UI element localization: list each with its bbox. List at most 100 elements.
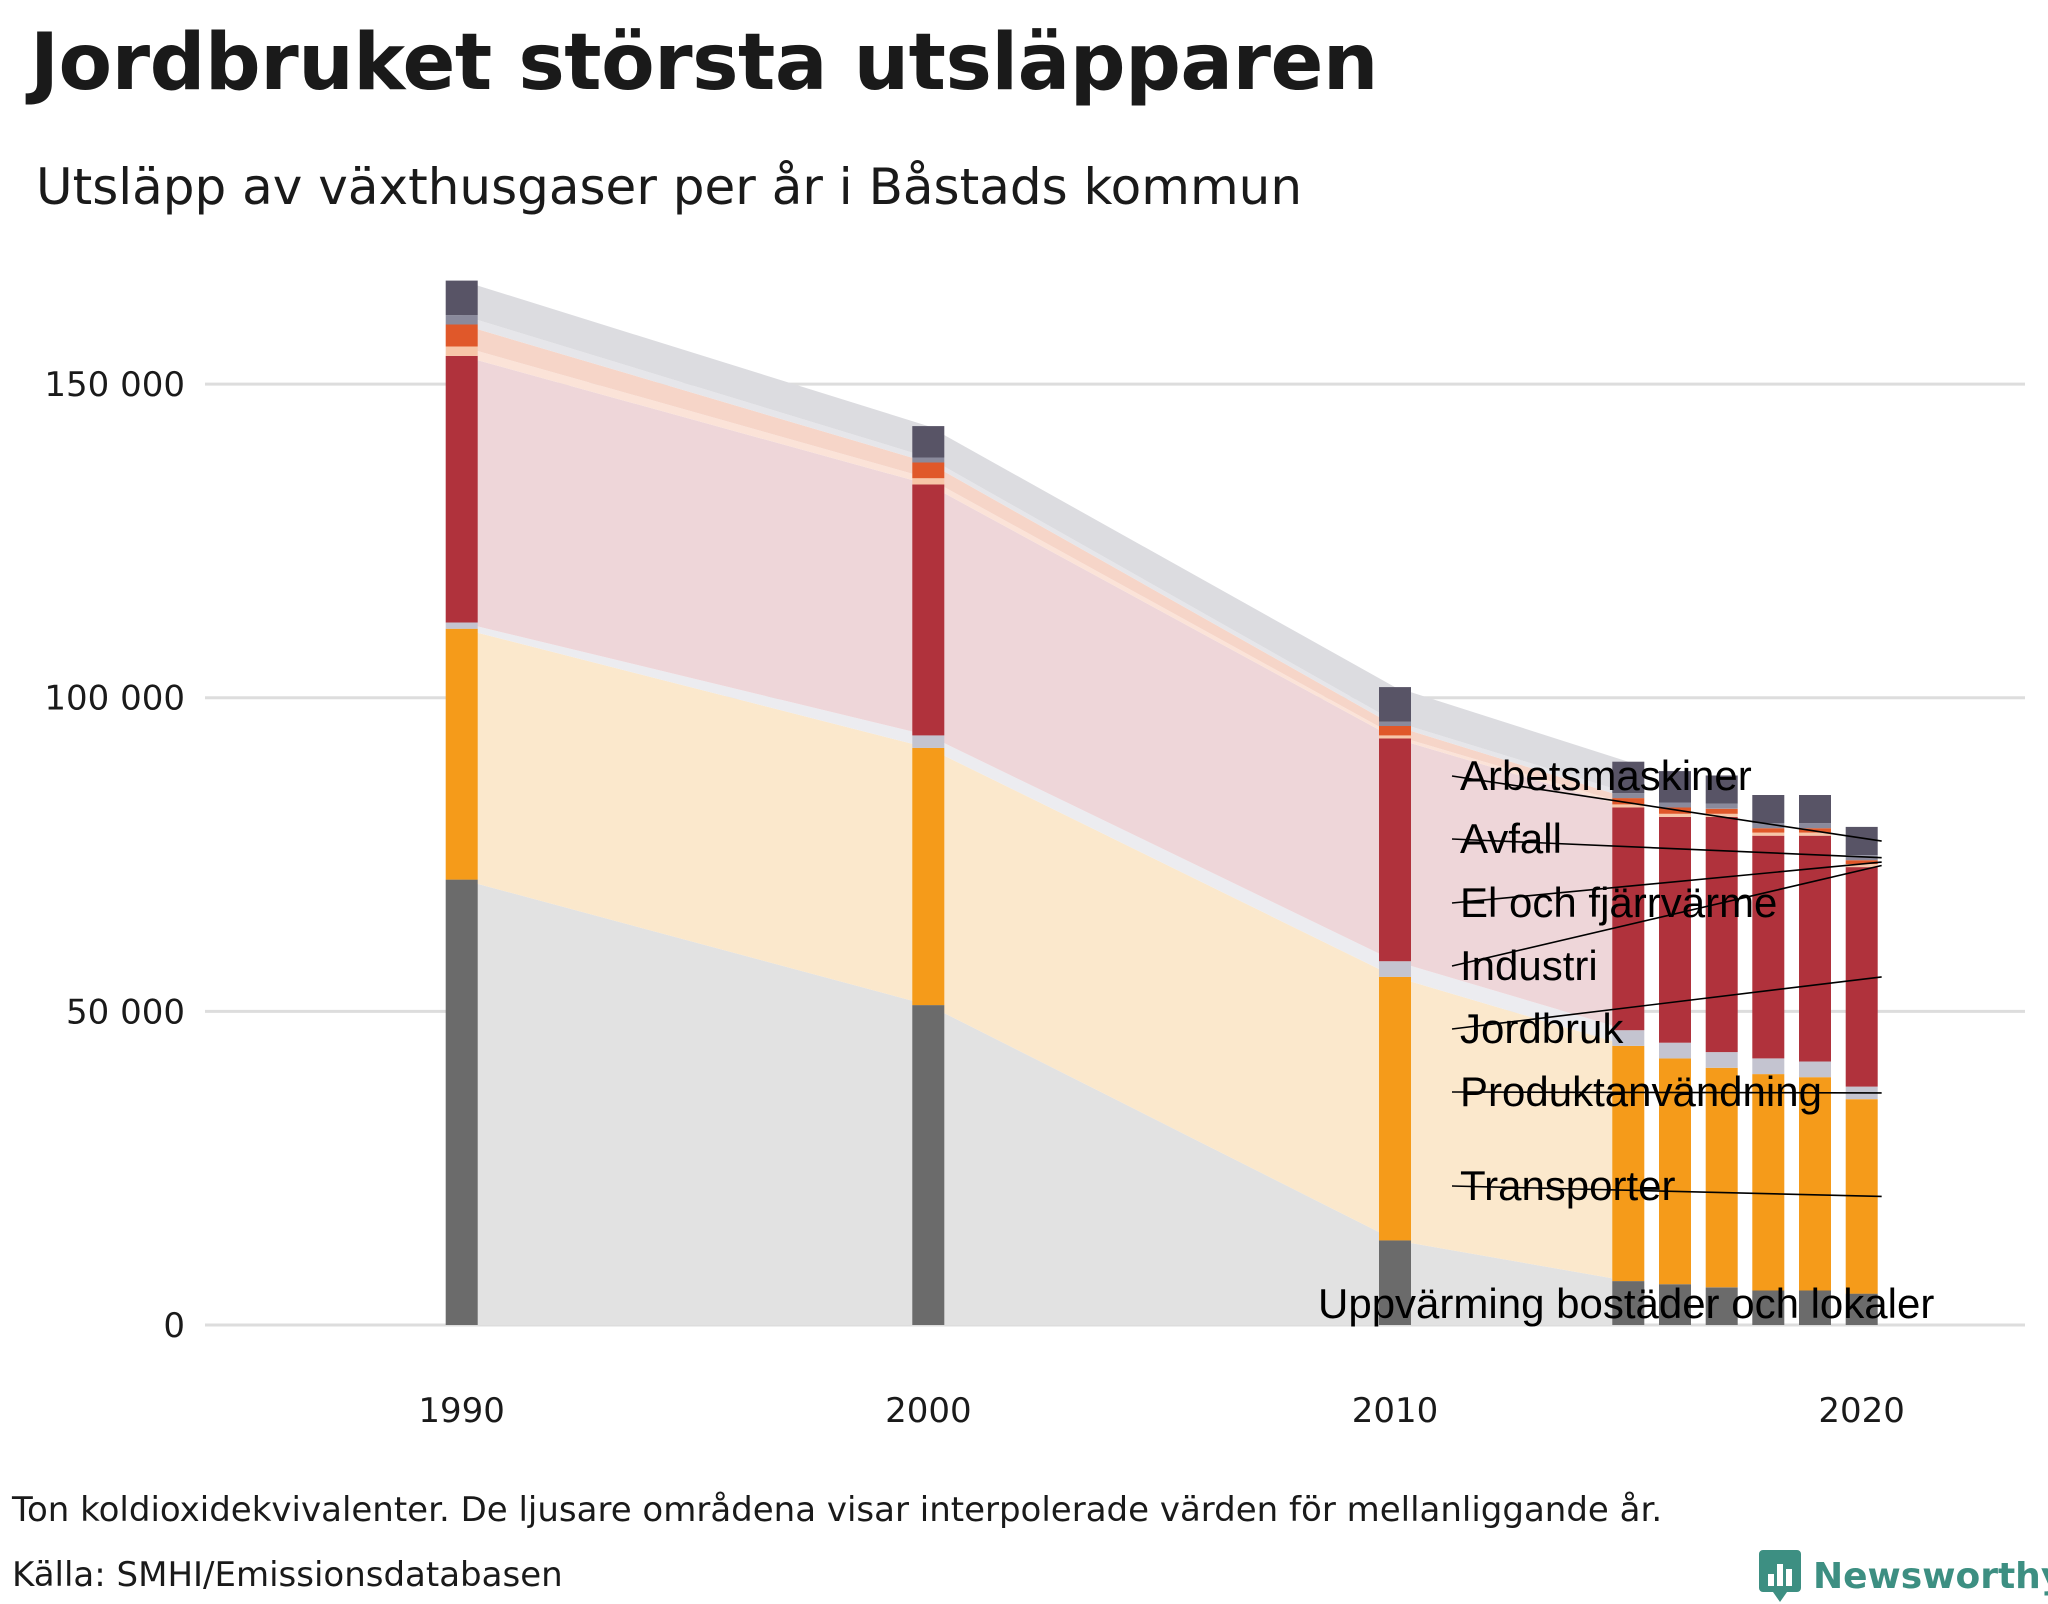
bar-segment (1705, 775, 1738, 804)
bars (445, 280, 1878, 1325)
bar-segment (1799, 1290, 1831, 1325)
legend-leader-line (1451, 838, 1882, 859)
bar-segment (445, 355, 478, 623)
bar-segment (1752, 1074, 1785, 1291)
bar-segment (445, 315, 478, 325)
legend-label-uppv-rming-bost-der-och-lokaler: Uppvärming bostäder och lokaler (1318, 1280, 1934, 1327)
bar-segment (912, 478, 945, 485)
bar-segment (1705, 813, 1738, 817)
bar-segment (1379, 687, 1411, 722)
legend-leader-line (1451, 1185, 1882, 1198)
bar-segment (912, 747, 945, 1006)
legend-label-transporter: Transporter (1460, 1162, 1676, 1209)
bar-segment (1379, 721, 1411, 726)
legend-label-jordbruk: Jordbruk (1460, 1005, 1624, 1052)
legend: Arbetsmaskiner Avfall El och fjärrvärme Ind… (1318, 752, 1934, 1327)
bar-segment (445, 280, 478, 316)
legend-leader-line (1451, 1091, 1882, 1094)
source-note: Källa: SMHI/Emissionsdatabasen (12, 1555, 563, 1595)
bar-segment (1799, 1077, 1831, 1291)
bar-segment (1659, 807, 1691, 814)
bar-segment (1799, 835, 1831, 1062)
bar-segment (1752, 835, 1785, 1059)
y-axis: 0 50 000 100 000 150 000 (44, 365, 185, 1346)
bar-segment (1799, 795, 1831, 824)
area-el-och-fj-rrv-rme (461, 324, 1629, 805)
bar-segment (1752, 828, 1785, 833)
bar-segment (1612, 793, 1645, 799)
bar-segment (912, 426, 945, 458)
legend-label-arbetsmaskiner: Arbetsmaskiner (1460, 752, 1752, 799)
legend-leader-line (1451, 976, 1882, 1030)
bar-segment (1705, 803, 1738, 809)
legend-label-avfall: Avfall (1460, 815, 1562, 862)
y-tick-label: 0 (163, 1306, 185, 1346)
bar-segment (1612, 761, 1645, 794)
legend-leader-line (1451, 775, 1882, 842)
area-uppv-rming-bost-der-och-lokaler (461, 879, 1629, 1325)
area-produktanv-ndning (461, 622, 1629, 1046)
bar-segment (1379, 738, 1411, 962)
area-arbetsmaskiner (461, 280, 1629, 794)
bar-segment (1659, 802, 1691, 808)
interpolated-areas (461, 280, 1629, 1325)
bar-segment (1612, 1030, 1645, 1046)
emissions-stacked-bar-chart: 0 50 000 100 000 150 000 1990 2000 2010 2020 A… (44, 280, 2025, 1431)
bar-segment (1379, 735, 1411, 739)
area-jordbruk (461, 355, 1629, 1031)
bar-segment (1752, 795, 1785, 824)
y-tick-label: 100 000 (44, 679, 185, 719)
bar-segment (1845, 864, 1878, 868)
chart-subtitle: Utsläpp av växthusgaser per år i Båstads… (36, 158, 1303, 216)
bar-segment (912, 1005, 945, 1325)
bar-segment (1659, 771, 1691, 803)
bar-segment (445, 346, 478, 356)
bar-segment (1752, 1058, 1785, 1075)
legend-label-produktanv-ndning: Produktanvändning (1460, 1068, 1822, 1115)
bar-segment (1845, 860, 1878, 864)
y-tick-label: 150 000 (44, 365, 185, 405)
bar-segment (1705, 816, 1738, 1053)
bar-segment (1659, 813, 1691, 817)
bar-segment (445, 622, 478, 629)
bar-segment (1705, 1067, 1738, 1288)
bar-segment (1752, 823, 1785, 829)
bar-segment (1705, 1287, 1738, 1325)
legend-label-industri: Industri (1460, 942, 1598, 989)
bar-segment (912, 484, 945, 736)
bar-segment (1799, 832, 1831, 836)
bar-segment (445, 628, 478, 880)
bar-segment (1659, 816, 1691, 1043)
bar-segment (1659, 1042, 1691, 1059)
bar-segment (1612, 1281, 1645, 1325)
bar-segment (912, 457, 945, 463)
bar-segment (1379, 976, 1411, 1241)
brand-name: Newsworthy (1813, 1555, 2048, 1597)
legend-label-el-och-fj-rrv-rme: El och fjärrvärme (1460, 879, 1777, 926)
x-tick-label: 1990 (418, 1391, 505, 1431)
x-tick-label: 2020 (1818, 1391, 1905, 1431)
bar-segment (1752, 1290, 1785, 1325)
bar-segment (1799, 823, 1831, 829)
area-transporter (461, 628, 1629, 1282)
bar-segment (1705, 808, 1738, 814)
legend-leader-line (1451, 864, 1882, 967)
bar-segment (1659, 1058, 1691, 1285)
brand-logo: Newsworthy (1757, 1548, 2048, 1604)
bar-segment (1612, 807, 1645, 1031)
x-tick-label: 2000 (885, 1391, 972, 1431)
bar-segment (445, 879, 478, 1325)
chart-title: Jordbruket största utsläpparen (30, 18, 1378, 108)
x-tick-label: 2010 (1352, 1391, 1439, 1431)
legend-leader-line (1451, 861, 1882, 904)
footnote: Ton koldioxidekvivalenter. De ljusare om… (12, 1490, 1663, 1530)
bar-segment (1705, 1052, 1738, 1068)
bar-segment (912, 462, 945, 479)
bar-segment (1379, 961, 1411, 977)
bar-segment (1799, 1061, 1831, 1078)
bar-segment (912, 735, 945, 748)
newsworthy-logo-icon (1759, 1550, 1801, 1602)
bar-segment (1752, 832, 1785, 836)
bar-segment (1845, 826, 1878, 856)
bar-segment (1612, 1045, 1645, 1282)
